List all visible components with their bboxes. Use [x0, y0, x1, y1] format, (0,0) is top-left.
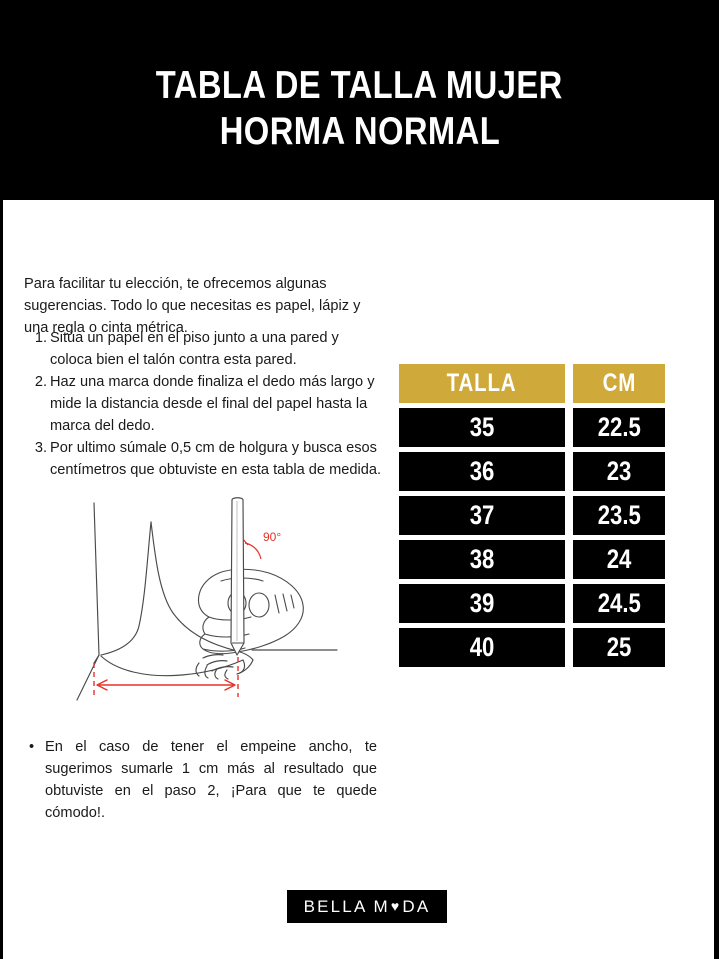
step-number: 2. — [34, 374, 47, 390]
cell-talla: 40 — [399, 628, 565, 667]
cell-cm: 22.5 — [573, 408, 665, 447]
cell-cm: 23.5 — [573, 496, 665, 535]
measurement-indicator — [93, 657, 239, 697]
table-row: 40 25 — [399, 628, 665, 667]
list-item: 3. Por ultimo súmale 0,5 cm de holgura y… — [24, 437, 382, 481]
step-number: 1. — [34, 330, 47, 346]
content-sheet: Para facilitar tu elección, te ofrecemos… — [3, 200, 714, 959]
cell-talla: 36 — [399, 452, 565, 491]
column-header-talla: TALLA — [399, 364, 565, 403]
cell-talla: 37 — [399, 496, 565, 535]
step-text: Por ultimo súmale 0,5 cm de holgura y bu… — [50, 440, 381, 478]
cell-cm: 24 — [573, 540, 665, 579]
foot-measurement-diagram: 90° — [47, 495, 367, 710]
hand-illustration — [197, 568, 304, 655]
foot-diagram-svg: 90° — [76, 497, 338, 701]
cell-talla: 35 — [399, 408, 565, 447]
brand-logo: BELLA M ♥ DA — [287, 890, 447, 923]
table-header-row: TALLA CM — [399, 364, 665, 403]
brand-logo-text: BELLA M ♥ DA — [304, 897, 431, 917]
step-text: Haz una marca donde finaliza el dedo más… — [50, 374, 375, 434]
table-row: 39 24.5 — [399, 584, 665, 623]
table-row: 35 22.5 — [399, 408, 665, 447]
note-text: En el caso de tener el empeine ancho, te… — [45, 739, 377, 821]
step-number: 3. — [34, 440, 47, 456]
list-item: 1. Sitúa un papel en el piso junto a una… — [24, 327, 382, 371]
list-item: 2. Haz una marca donde finaliza el dedo … — [24, 371, 382, 437]
size-table: TALLA CM 35 22.5 36 23 37 23.5 38 24 — [399, 364, 665, 672]
table-row: 38 24 — [399, 540, 665, 579]
cell-cm: 23 — [573, 452, 665, 491]
cell-talla: 39 — [399, 584, 565, 623]
page-title-line-1: TABLA DE TALLA MUJER — [156, 64, 563, 107]
logo-text-part-1: BELLA M — [303, 896, 390, 916]
measure-steps-list: 1. Sitúa un papel en el piso junto a una… — [24, 327, 382, 481]
pencil-illustration — [230, 497, 245, 656]
angle-label: 90° — [263, 530, 281, 544]
header-band: TABLA DE TALLA MUJER HORMA NORMAL — [0, 0, 719, 200]
column-header-cm: CM — [573, 364, 665, 403]
table-row: 36 23 — [399, 452, 665, 491]
wide-instep-note: • En el caso de tener el empeine ancho, … — [29, 736, 377, 824]
cell-talla: 38 — [399, 540, 565, 579]
cell-cm: 24.5 — [573, 584, 665, 623]
wall-line — [93, 502, 100, 656]
intro-paragraph: Para facilitar tu elección, te ofrecemos… — [24, 275, 361, 336]
angle-annotation — [242, 538, 262, 560]
heart-icon: ♥ — [390, 897, 402, 914]
cell-cm: 25 — [573, 628, 665, 667]
page-title-line-2: HORMA NORMAL — [219, 110, 500, 153]
logo-text-part-2: DA — [402, 896, 431, 916]
table-row: 37 23.5 — [399, 496, 665, 535]
bullet-glyph: • — [29, 739, 35, 755]
step-text: Sitúa un papel en el piso junto a una pa… — [50, 330, 339, 368]
